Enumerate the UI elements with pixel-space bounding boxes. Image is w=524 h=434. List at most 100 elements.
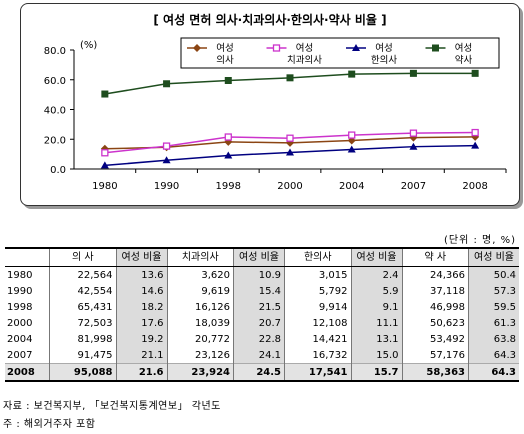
y-tick-label: 60.0 (44, 76, 66, 87)
unit-label: (단위 : 명, %) (444, 235, 516, 246)
table-row: 2000 72,503 17.6 18,039 20.7 12,108 11.1 50,623… (5, 315, 519, 331)
data-table: 의 사 여성 비율 치과의사 여성 비율 한의사 여성 비율 약 사 여성 비율… (5, 247, 519, 382)
table-cell: 15.0 (350, 347, 402, 364)
table-cell-year: 2000 (7, 317, 33, 329)
x-tick-label: 1998 (216, 181, 241, 192)
table-cell: 2.4 (350, 266, 402, 283)
legend-label: 한의사 (371, 55, 397, 66)
table-header-row: 의 사 여성 비율 치과의사 여성 비율 한의사 여성 비율 약 사 여성 비율 (5, 247, 519, 267)
data-point (224, 151, 233, 159)
table-cell: 13.1 (350, 331, 402, 347)
table-cell: 65,431 (49, 299, 116, 315)
header-oriental-ratio: 여성 비율 (350, 247, 402, 267)
table-cell: 22.8 (233, 331, 285, 347)
table-cell: 50,623 (401, 315, 469, 331)
table-cell: 13.6 (115, 266, 167, 283)
legend-label: 여성 (375, 42, 392, 54)
chart-title: [ 여성 면허 의사·치과의사·한의사·약사 비율 ] (153, 12, 386, 27)
table-cell: 59.5 (468, 299, 519, 315)
table-cell: 15.7 (350, 363, 402, 382)
table-cell: 17,541 (284, 363, 351, 382)
table-cell: 64.3 (468, 363, 519, 382)
data-point (101, 149, 109, 157)
data-point (224, 133, 232, 141)
table-cell: 9,619 (166, 283, 234, 299)
line-chart: [ 여성 면허 의사·치과의사·한의사·약사 비율 ] 0.0 20.0 40.0 60… (44, 12, 507, 192)
legend-label: 여성 (296, 42, 313, 54)
table-cell: 18,039 (166, 315, 234, 331)
data-point (471, 141, 480, 149)
table-cell: 57.3 (468, 283, 519, 299)
y-unit-label: (%) (80, 40, 97, 51)
data-point (224, 76, 232, 84)
y-tick-label: 40.0 (44, 106, 66, 117)
table-cell: 16,732 (284, 347, 351, 364)
notes: 자료 : 보건복지부, 「보건복지통계연보」 각년도 주 : 해외거주자 포함 (3, 398, 221, 434)
table-cell: 53,492 (401, 331, 469, 347)
table-cell: 64.3 (468, 347, 519, 364)
legend-label: 약사 (455, 54, 473, 66)
table-cell-year: 1998 (7, 301, 33, 313)
data-point (100, 161, 109, 169)
table-cell-year: 1980 (7, 269, 33, 281)
table-row: 1990 42,554 14.6 9,619 15.4 5,792 5.9 37,118 57.… (5, 283, 519, 299)
table-cell: 14.6 (115, 283, 167, 299)
table-cell: 22,564 (49, 266, 116, 283)
data-point (347, 145, 356, 153)
table-cell: 3,015 (284, 266, 351, 283)
header-dentist: 치과의사 (166, 247, 234, 267)
data-point (409, 69, 417, 77)
legend-swatch-marker (193, 44, 201, 52)
table-cell: 24.1 (233, 347, 285, 364)
x-tick-label: 1980 (92, 181, 117, 192)
source-note: 자료 : 보건복지부, 「보건복지통계연보」 각년도 (3, 401, 221, 412)
table-cell: 58,363 (401, 363, 469, 382)
table-cell: 9,914 (284, 299, 351, 315)
table-cell: 46,998 (401, 299, 469, 315)
table-cell: 21.6 (115, 363, 167, 382)
table-row: 1980 22,564 13.6 3,620 10.9 3,015 2.4 24,366 50.… (5, 266, 519, 283)
table-cell: 91,475 (49, 347, 116, 364)
header-pharmacist-ratio: 여성 비율 (468, 247, 519, 267)
table-cell: 10.9 (233, 266, 285, 283)
table-cell: 9.1 (350, 299, 402, 315)
legend-swatch-marker (352, 44, 360, 51)
table-cell: 63.8 (468, 331, 519, 347)
data-point (348, 70, 356, 78)
table-cell: 20.7 (233, 315, 285, 331)
header-dentist-ratio: 여성 비율 (233, 247, 285, 267)
data-point (162, 142, 171, 150)
table-cell: 23,924 (166, 363, 234, 382)
table-cell: 21.5 (233, 299, 285, 315)
table-cell: 81,998 (49, 331, 116, 347)
data-point (101, 90, 109, 98)
legend-box (180, 37, 500, 69)
table-cell-year: 2004 (7, 333, 33, 345)
table-cell: 5.9 (350, 283, 402, 299)
x-tick-label: 2007 (401, 181, 426, 192)
table-cell: 57,176 (401, 347, 469, 364)
y-tick-label: 0.0 (50, 165, 66, 176)
chart-panel: [ 여성 면허 의사·치과의사·한의사·약사 비율 ] 0.0 20.0 40.0 60… (20, 3, 520, 206)
data-point (162, 156, 171, 164)
table-cell-year: 2008 (5, 363, 50, 382)
table-cell: 3,620 (166, 266, 234, 283)
x-tick-label: 2008 (462, 181, 487, 192)
table-cell: 5,792 (284, 283, 351, 299)
x-tick-label: 1990 (154, 181, 179, 192)
legend-label: 여성 (216, 42, 233, 54)
legend-swatch-marker (432, 44, 439, 52)
legend-label: 치과의사 (287, 54, 322, 66)
x-tick-label: 2004 (339, 181, 364, 192)
footnote: 주 : 해외거주자 포함 (3, 419, 96, 430)
y-tick-label: 80.0 (44, 46, 66, 57)
table-cell-year: 1990 (7, 285, 33, 297)
table-cell: 11.1 (350, 315, 402, 331)
table-cell-year: 2007 (7, 349, 33, 361)
data-point (409, 142, 418, 150)
table-row: 2007 91,475 21.1 23,126 24.1 16,732 15.0 57,176… (5, 347, 519, 364)
table-cell: 19.2 (115, 331, 167, 347)
y-tick-label: 20.0 (44, 135, 66, 146)
table-row: 1998 65,431 18.2 16,126 21.5 9,914 9.1 46,998 59… (5, 299, 519, 315)
table-cell: 24,366 (401, 266, 469, 283)
